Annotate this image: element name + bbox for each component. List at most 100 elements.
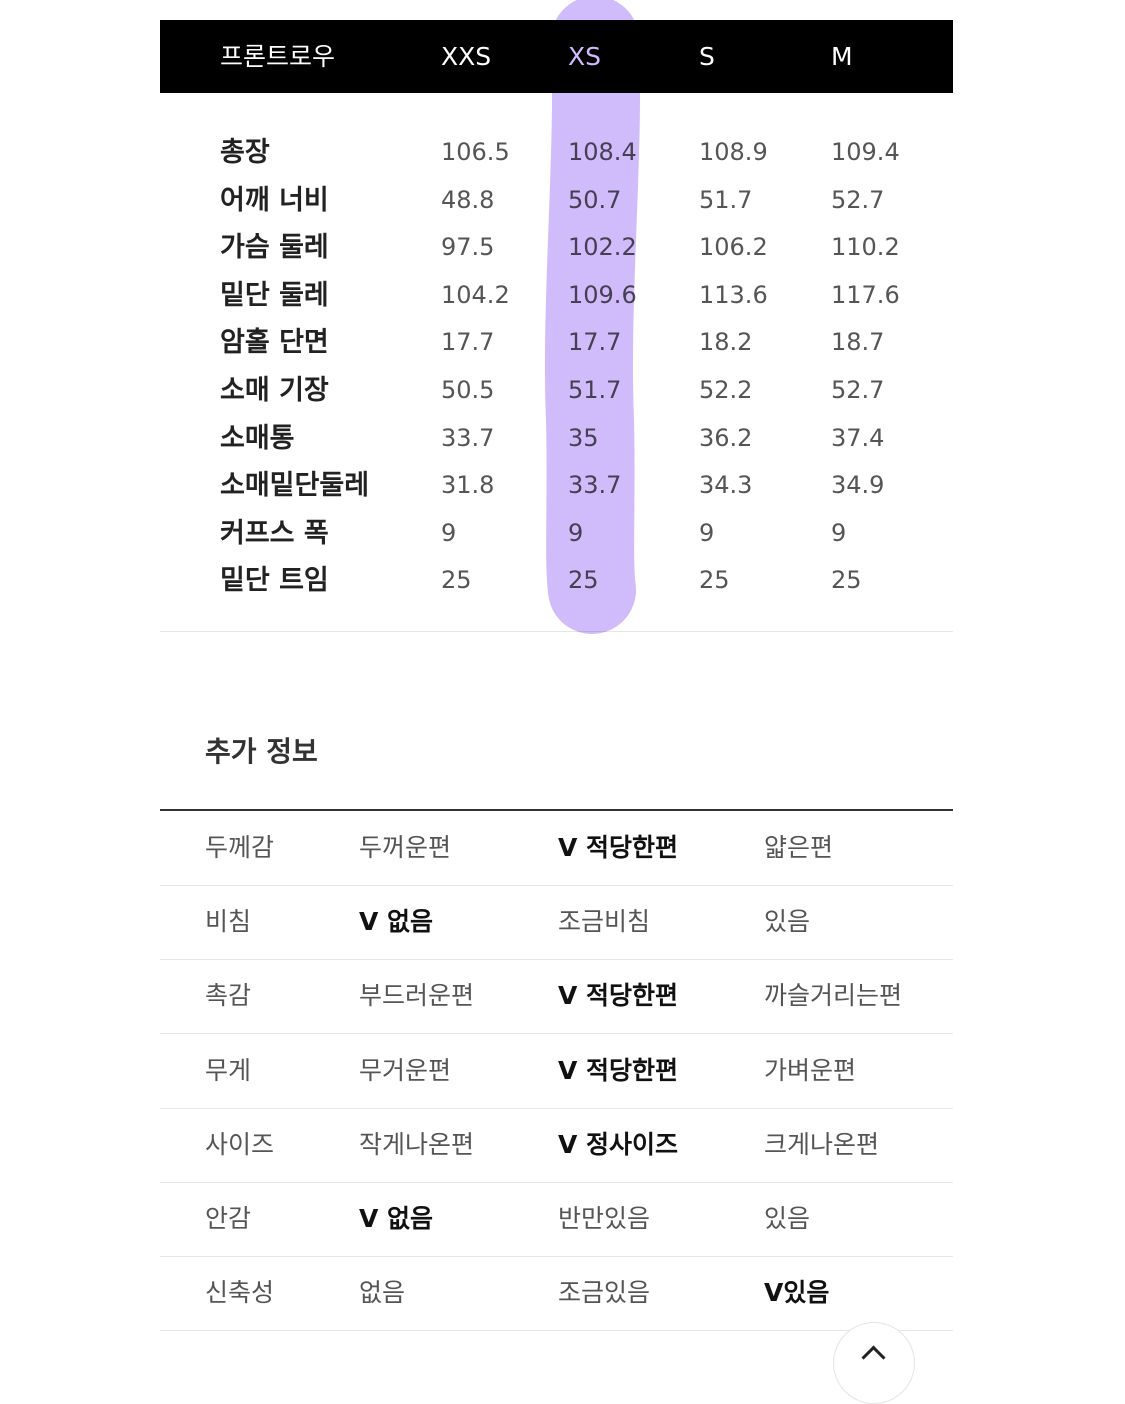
measure-value: 37.4 bbox=[831, 423, 885, 452]
info-option: V 적당한편 bbox=[558, 833, 679, 862]
info-option: 두꺼운편 bbox=[359, 833, 452, 862]
info-row: 무게 무거운편 V 적당한편 가벼운편 bbox=[160, 1034, 953, 1109]
measure-value: 34.9 bbox=[831, 471, 885, 500]
size-row: 어깨 너비 48.8 50.7 51.7 52.7 bbox=[160, 177, 953, 224]
size-row: 총장 106.5 108.4 108.9 109.4 bbox=[160, 129, 953, 176]
size-row: 소매 기장 50.5 51.7 52.2 52.7 bbox=[160, 367, 953, 414]
size-row: 암홀 단면 17.7 17.7 18.2 18.7 bbox=[160, 319, 953, 366]
size-header-m: M bbox=[831, 42, 853, 71]
measure-value: 50.5 bbox=[441, 376, 495, 404]
info-option: 작게나온편 bbox=[359, 1129, 475, 1159]
info-option: 조금있음 bbox=[558, 1278, 651, 1308]
measure-value: 51.7 bbox=[699, 185, 753, 214]
info-option: 반만있음 bbox=[558, 1204, 651, 1233]
info-label: 두께감 bbox=[205, 833, 275, 862]
size-row: 소매밑단둘레 31.8 33.7 34.3 34.9 bbox=[160, 462, 953, 509]
measure-value: 17.7 bbox=[441, 328, 495, 357]
info-label: 안감 bbox=[205, 1204, 252, 1233]
info-option: V 정사이즈 bbox=[558, 1129, 679, 1159]
measure-value: 97.5 bbox=[441, 233, 495, 262]
measure-value: 33.7 bbox=[568, 471, 622, 500]
info-label: 신축성 bbox=[205, 1278, 275, 1308]
measure-value: 36.2 bbox=[699, 423, 753, 452]
info-option: 부드러운편 bbox=[359, 981, 475, 1011]
info-row: 촉감 부드러운편 V 적당한편 까슬거리는편 bbox=[160, 959, 953, 1035]
brand-header: 프론트로우 bbox=[220, 42, 336, 71]
size-header-s: S bbox=[699, 42, 715, 71]
measure-label: 소매밑단둘레 bbox=[220, 470, 370, 502]
chevron-up-icon bbox=[861, 1345, 886, 1370]
divider bbox=[160, 631, 953, 632]
info-option: 얇은편 bbox=[764, 833, 834, 862]
measure-label: 소매통 bbox=[220, 422, 295, 454]
info-option: V 없음 bbox=[359, 1204, 434, 1233]
divider bbox=[160, 809, 953, 811]
size-row: 밑단 둘레 104.2 109.6 113.6 117.6 bbox=[160, 272, 953, 319]
info-label: 사이즈 bbox=[205, 1129, 275, 1159]
info-row: 비침 V 없음 조금비침 있음 bbox=[160, 885, 953, 961]
measure-value: 52.7 bbox=[831, 376, 885, 404]
info-row: 신축성 없음 조금있음 V있음 bbox=[160, 1256, 953, 1332]
measure-value: 52.7 bbox=[831, 185, 885, 214]
measure-value: 110.2 bbox=[831, 233, 900, 262]
measure-value: 117.6 bbox=[831, 280, 900, 309]
measure-label: 총장 bbox=[220, 137, 270, 168]
measure-label: 커프스 폭 bbox=[220, 517, 329, 549]
measure-value: 34.3 bbox=[699, 471, 753, 500]
info-option: 있음 bbox=[764, 907, 811, 937]
size-table-header: 프론트로우 XXS XS S M bbox=[160, 20, 953, 93]
size-row: 소매통 33.7 35 36.2 37.4 bbox=[160, 415, 953, 462]
info-option: 까슬거리는편 bbox=[764, 981, 903, 1011]
measure-value: 104.2 bbox=[441, 280, 510, 309]
info-option: V있음 bbox=[764, 1278, 830, 1308]
measure-label: 어깨 너비 bbox=[220, 184, 329, 216]
info-option: 크게나온편 bbox=[764, 1129, 880, 1159]
measure-label: 소매 기장 bbox=[220, 375, 329, 406]
measure-value: 109.6 bbox=[568, 280, 637, 309]
measure-label: 암홀 단면 bbox=[220, 327, 329, 359]
info-option: V 적당한편 bbox=[558, 981, 679, 1011]
info-row: 안감 V 없음 반만있음 있음 bbox=[160, 1182, 953, 1257]
measure-value: 9 bbox=[831, 518, 847, 547]
measure-value: 52.2 bbox=[699, 376, 753, 404]
size-header-xxs: XXS bbox=[441, 42, 492, 71]
measure-value: 102.2 bbox=[568, 233, 637, 262]
info-option: V 없음 bbox=[359, 907, 434, 937]
size-row: 커프스 폭 9 9 9 9 bbox=[160, 510, 953, 557]
info-option: 무거운편 bbox=[359, 1055, 452, 1085]
info-option: 가벼운편 bbox=[764, 1055, 857, 1085]
info-option: V 적당한편 bbox=[558, 1055, 679, 1085]
measure-value: 109.4 bbox=[831, 138, 900, 166]
measure-value: 108.9 bbox=[699, 138, 768, 166]
size-header-xs: XS bbox=[568, 42, 601, 71]
measure-value: 25 bbox=[441, 566, 472, 595]
measure-value: 35 bbox=[568, 423, 599, 452]
size-row: 가슴 둘레 97.5 102.2 106.2 110.2 bbox=[160, 224, 953, 271]
measure-value: 18.7 bbox=[831, 328, 885, 357]
measure-value: 108.4 bbox=[568, 138, 637, 166]
measure-value: 48.8 bbox=[441, 185, 495, 214]
measure-value: 106.5 bbox=[441, 138, 510, 166]
measure-value: 33.7 bbox=[441, 423, 495, 452]
info-option: 조금비침 bbox=[558, 907, 651, 937]
measure-value: 18.2 bbox=[699, 328, 753, 357]
measure-value: 25 bbox=[831, 566, 862, 595]
measure-value: 9 bbox=[441, 518, 457, 547]
info-row: 사이즈 작게나온편 V 정사이즈 크게나온편 bbox=[160, 1108, 953, 1183]
scroll-top-button[interactable] bbox=[833, 1322, 915, 1404]
info-label: 촉감 bbox=[205, 981, 252, 1011]
info-label: 무게 bbox=[205, 1055, 252, 1085]
info-option: 없음 bbox=[359, 1278, 406, 1308]
info-label: 비침 bbox=[205, 907, 252, 937]
measure-label: 밑단 트임 bbox=[220, 565, 329, 597]
measure-value: 31.8 bbox=[441, 471, 495, 500]
info-option: 있음 bbox=[764, 1204, 811, 1233]
measure-value: 9 bbox=[568, 518, 584, 547]
measure-value: 51.7 bbox=[568, 376, 622, 404]
measure-value: 106.2 bbox=[699, 233, 768, 262]
measure-label: 밑단 둘레 bbox=[220, 279, 329, 311]
measure-value: 50.7 bbox=[568, 185, 622, 214]
additional-info-title: 추가 정보 bbox=[205, 735, 318, 768]
measure-value: 9 bbox=[699, 518, 715, 547]
measure-value: 113.6 bbox=[699, 280, 768, 309]
